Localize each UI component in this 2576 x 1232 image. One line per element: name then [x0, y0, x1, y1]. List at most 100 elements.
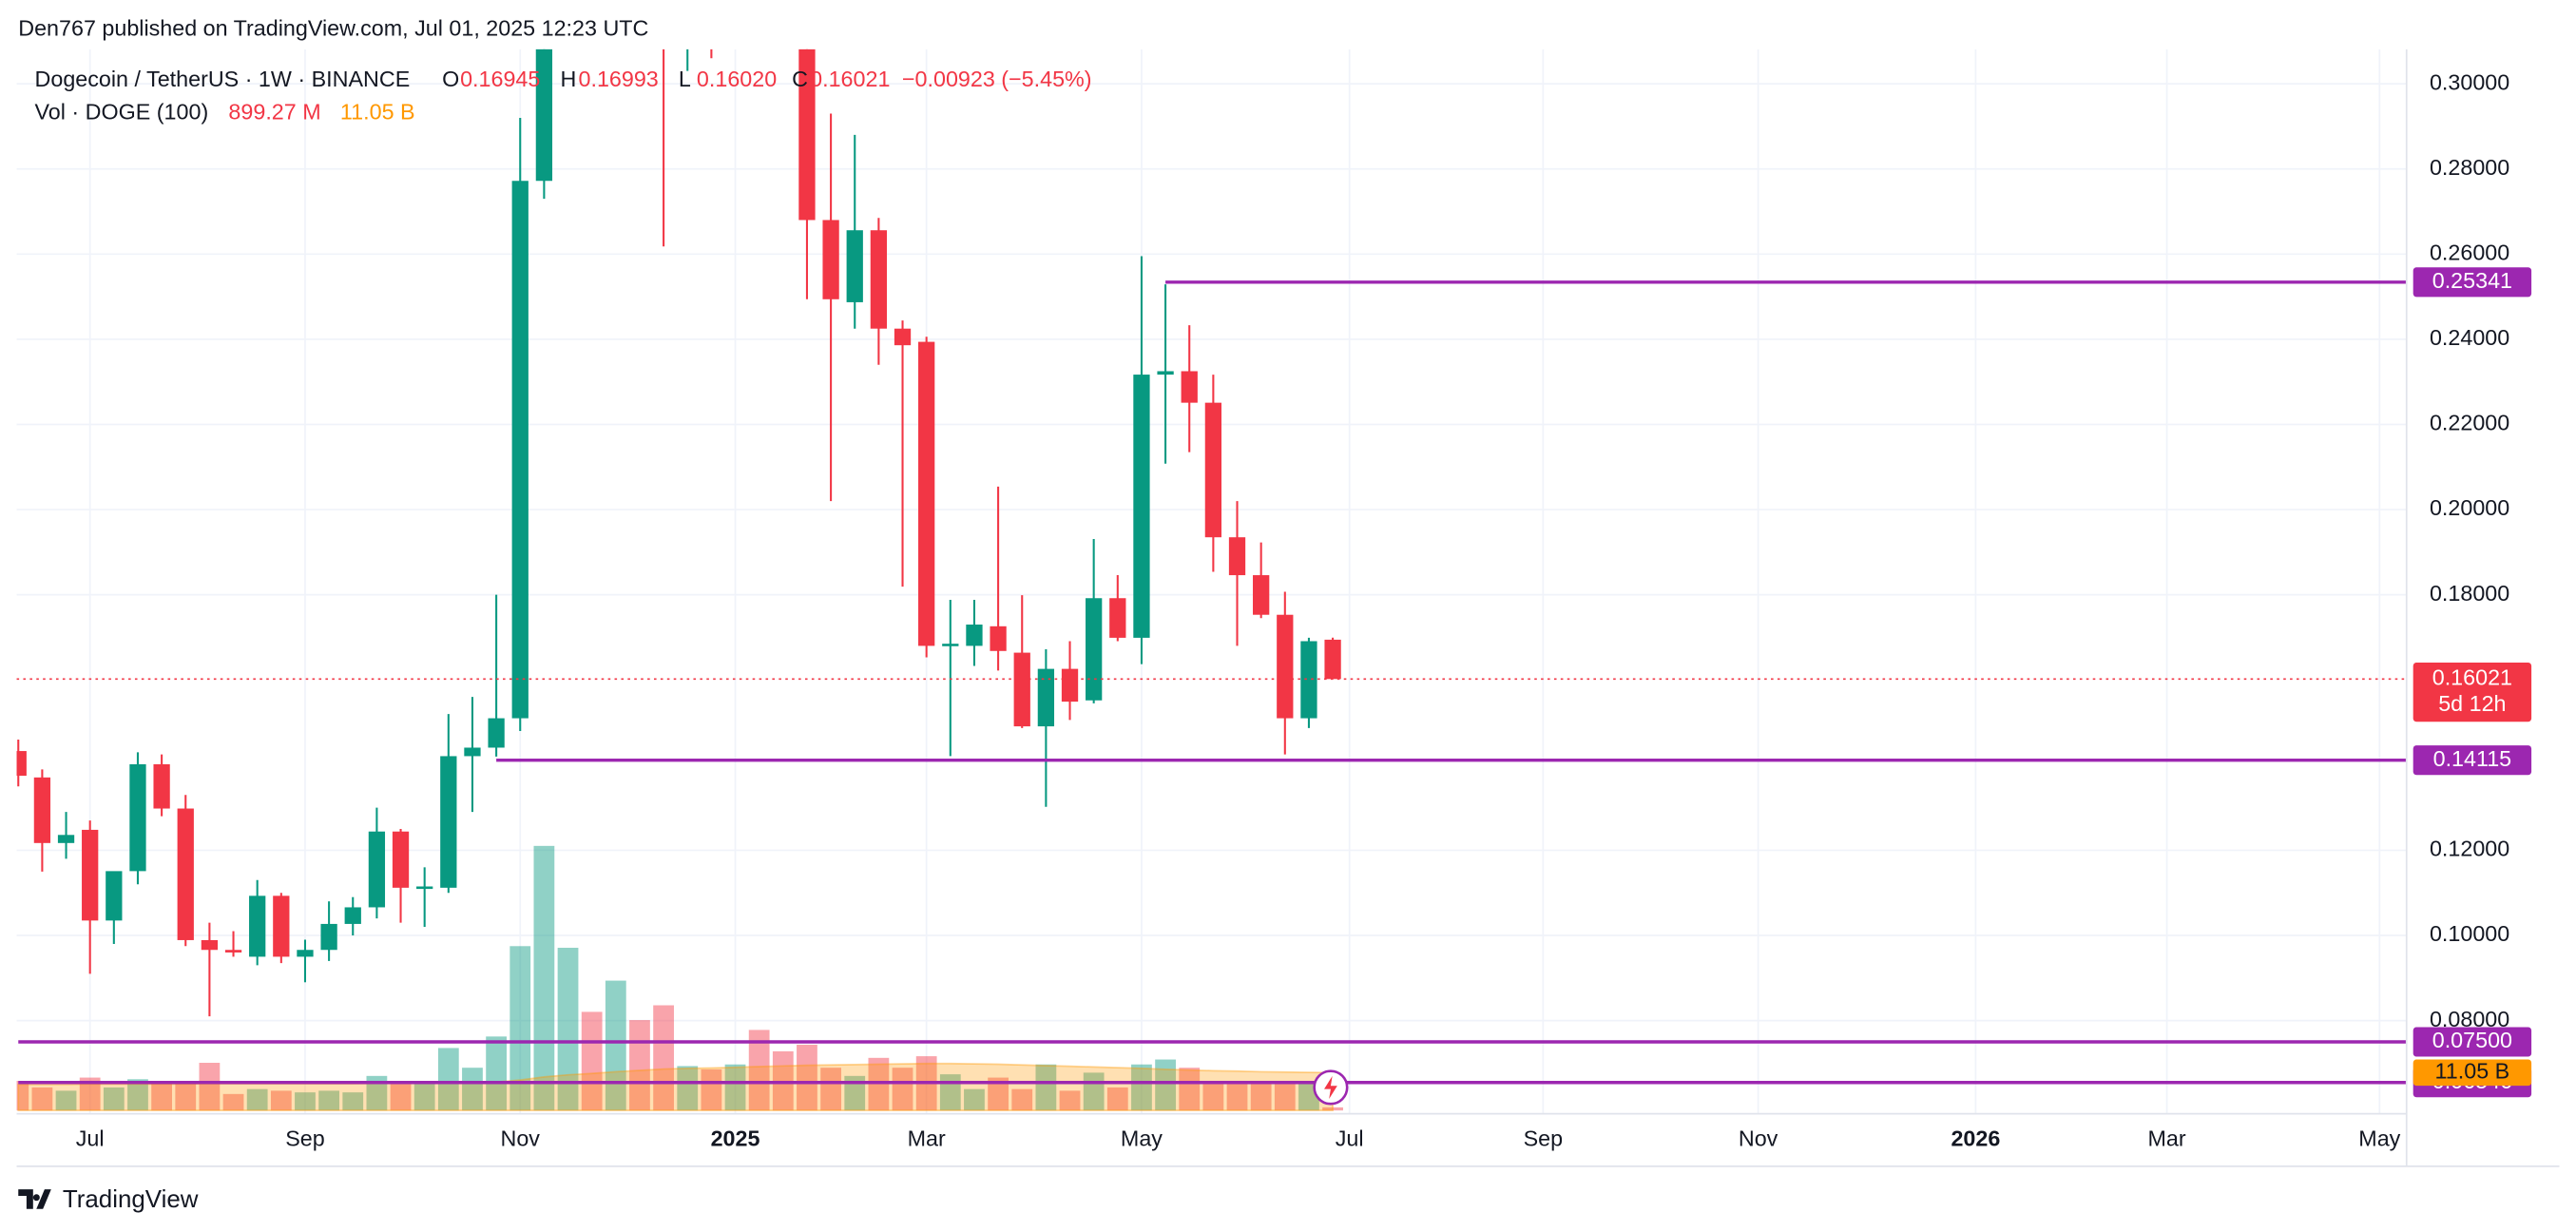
volume-bar: [1202, 1082, 1224, 1111]
x-tick-label: Mar: [908, 1126, 946, 1150]
y-tick-label: 0.28000: [2430, 155, 2509, 180]
candle-body: [1324, 639, 1341, 680]
volume-bar: [1155, 1059, 1176, 1111]
volume-bar: [222, 1093, 244, 1111]
y-tick-label: 0.12000: [2430, 837, 2509, 861]
candle-body: [1037, 668, 1055, 727]
level-label: 0.07500: [2432, 1028, 2512, 1052]
candle-body: [368, 831, 386, 908]
legend-value: 0.16945: [460, 67, 540, 91]
candle-body: [249, 895, 266, 957]
legend-label: C: [792, 67, 808, 91]
volume-bar: [724, 1064, 746, 1111]
level-label: 0.25341: [2432, 268, 2512, 293]
symbol-title: Dogecoin / TetherUS · 1W · BINANCE: [35, 67, 411, 91]
volume-bar: [462, 1068, 483, 1111]
candle-body: [1204, 402, 1222, 538]
x-tick-label: Sep: [1524, 1126, 1563, 1150]
candle-body: [33, 777, 51, 843]
y-tick-label: 0.20000: [2430, 495, 2509, 520]
candle-body: [297, 950, 314, 957]
brand-logo: [18, 1189, 51, 1209]
candle-body: [511, 181, 529, 719]
brand: TradingView: [18, 1186, 199, 1213]
candle-body: [464, 747, 481, 757]
candle-body: [320, 923, 337, 951]
volume-bar: [31, 1087, 53, 1111]
volume-bar: [1059, 1090, 1081, 1111]
volume-ma-label: 11.05 B: [2435, 1058, 2510, 1083]
brand-name: TradingView: [63, 1186, 199, 1213]
volume-bar: [677, 1066, 699, 1111]
y-tick-label: 0.30000: [2430, 69, 2509, 94]
candle-body: [1086, 598, 1103, 701]
volume-bar: [1179, 1068, 1201, 1111]
volume-bar: [964, 1088, 985, 1111]
candle-body: [1061, 668, 1079, 703]
candle-body: [153, 763, 170, 809]
volume-ma-label-box: [2413, 1059, 2532, 1087]
candle-body: [82, 829, 99, 921]
candle-body: [1277, 614, 1294, 719]
volume-bar: [16, 1081, 29, 1111]
volume-bar: [892, 1068, 913, 1111]
legend-label: H: [560, 67, 576, 91]
candle-body: [1013, 652, 1030, 727]
x-tick-label: Nov: [1739, 1126, 1778, 1150]
legend-label: O: [442, 67, 459, 91]
level-label: 0.14115: [2433, 746, 2512, 771]
volume-bar: [151, 1082, 172, 1111]
x-tick-label: Sep: [285, 1126, 324, 1150]
volume-bar: [748, 1030, 770, 1111]
candle-body: [1109, 598, 1126, 638]
candle-body: [57, 835, 75, 843]
volume-bar: [413, 1084, 435, 1111]
y-tick-label: 0.22000: [2430, 411, 2509, 435]
candle-body: [416, 886, 433, 890]
candle-body: [440, 756, 457, 888]
volume-bar: [127, 1079, 148, 1111]
candle-body: [535, 48, 553, 182]
overlay: [18, 280, 2407, 1085]
y-tick-label: 0.08000: [2430, 1007, 2509, 1031]
plot-area: [16, 48, 2407, 1114]
legend-change: −0.00923 (−5.45%): [902, 67, 1092, 91]
volume-bar: [55, 1090, 77, 1111]
volume-bar: [1322, 1107, 1343, 1111]
candle-body: [129, 763, 146, 872]
volume-bar: [701, 1068, 722, 1111]
candle-body: [106, 871, 123, 921]
legend-label: L: [679, 67, 691, 91]
volume-bar: [797, 1044, 817, 1111]
volume-bar: [437, 1048, 459, 1111]
volume-bar: [653, 1005, 674, 1111]
volume-bar: [1250, 1082, 1272, 1111]
price-label-box: [2413, 663, 2532, 722]
volume-bar: [366, 1075, 388, 1111]
candle-body: [1157, 371, 1174, 375]
volume-bar: [175, 1081, 197, 1111]
x-tick-label: Jul: [1336, 1126, 1364, 1150]
candle-body: [990, 626, 1007, 651]
candle-body: [870, 230, 888, 329]
volume-bar: [533, 845, 555, 1111]
volume-title: Vol · DOGE (100): [35, 99, 209, 124]
x-tick-label: Nov: [501, 1126, 541, 1150]
x-tick-label: Mar: [2147, 1126, 2185, 1150]
volume-ma-value: 11.05 B: [340, 99, 415, 124]
candle-body: [918, 341, 935, 646]
volume-value: 899.27 M: [228, 99, 320, 124]
level-label-box: [2413, 267, 2532, 298]
volume-bar: [868, 1057, 890, 1111]
volume-bar: [486, 1036, 507, 1111]
x-tick-label: Jul: [76, 1126, 105, 1150]
legend-value: 0.16021: [810, 67, 890, 91]
candle-body: [273, 895, 290, 957]
candle-body: [1228, 537, 1246, 576]
candle-body: [846, 230, 863, 302]
legend-value: 0.16993: [579, 67, 659, 91]
x-tick-label: May: [1121, 1126, 1163, 1150]
volume-bar: [295, 1092, 316, 1111]
volume-bar: [605, 980, 626, 1111]
